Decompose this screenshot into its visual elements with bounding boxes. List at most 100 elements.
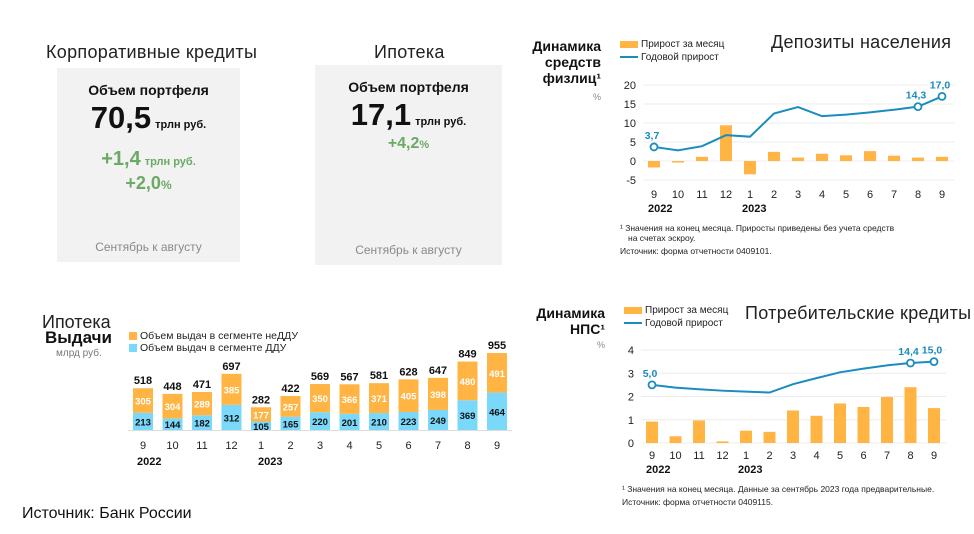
x-tick-label: 8 xyxy=(907,450,913,462)
x-tick-label: 8 xyxy=(915,189,921,201)
ddu-bar-segment xyxy=(487,392,507,430)
annual-growth-label: 17,0 xyxy=(930,79,951,91)
annual-growth-marker xyxy=(937,92,947,101)
monthly-growth-bar xyxy=(696,156,708,161)
x-tick-label: 7 xyxy=(884,450,890,462)
y-tick-label: 0 xyxy=(628,438,634,450)
deposits-legend: Прирост за месяц Годовой прирост xyxy=(620,39,724,63)
annual-growth-label: 15,0 xyxy=(922,345,943,357)
x-tick-label: 2 xyxy=(771,189,777,201)
x-tick-label: 6 xyxy=(860,450,866,462)
monthly-growth-bar xyxy=(904,387,917,443)
monthly-growth-bar xyxy=(716,441,729,443)
deposits-chart-title: Динамика средств физлиц¹ xyxy=(532,38,601,86)
legend-item-annual: Годовой прирост xyxy=(624,318,728,329)
ddu-value-label: 105 xyxy=(253,422,270,433)
ddu-value-label: 201 xyxy=(342,418,359,429)
year-label: 2022 xyxy=(137,456,161,468)
x-tick-label: 9 xyxy=(140,440,146,452)
total-value-label: 471 xyxy=(193,379,211,391)
annual-growth-label: 14,4 xyxy=(898,346,919,358)
ddu-value-label: 210 xyxy=(371,418,387,429)
annual-growth-label: 5,0 xyxy=(643,368,658,380)
issuance-section-title: Ипотека xyxy=(42,312,111,332)
source-note: Источник: форма отчетности 0409115. xyxy=(622,497,774,507)
monthly-growth-bar xyxy=(763,431,776,443)
monthly-growth-bar xyxy=(740,430,752,443)
non-ddu-bar-segment xyxy=(339,384,360,414)
non-ddu-bar-segment xyxy=(280,395,301,417)
non-ddu-bar-segment xyxy=(369,383,389,414)
ddu-bar-segment xyxy=(369,413,389,430)
x-tick-label: 11 xyxy=(196,440,207,452)
title-line: Динамика xyxy=(532,38,601,54)
x-tick-label: 9 xyxy=(649,450,655,462)
square-swatch-icon xyxy=(129,344,137,353)
portfolio-unit: трлн руб. xyxy=(415,116,467,128)
bar-swatch-icon xyxy=(620,40,638,48)
ddu-value-label: 369 xyxy=(460,411,476,422)
title-line: НПС¹ xyxy=(570,321,605,337)
x-tick-label: 3 xyxy=(795,189,801,201)
legend-label: Годовой прирост xyxy=(645,318,723,329)
x-tick-label: 7 xyxy=(891,189,897,201)
non-ddu-value-label: 371 xyxy=(371,394,388,405)
non-ddu-bar-segment xyxy=(428,377,448,410)
non-ddu-value-label: 366 xyxy=(342,395,358,406)
total-value-label: 569 xyxy=(311,371,329,383)
monthly-growth-bar xyxy=(864,151,876,161)
y-tick-label: 1 xyxy=(628,415,634,427)
delta-unit: трлн руб. xyxy=(144,156,196,168)
bar-swatch-icon xyxy=(624,306,642,314)
x-tick-label: 9 xyxy=(939,189,945,201)
pct-sign: % xyxy=(160,178,172,192)
nps-y-unit: % xyxy=(597,340,606,350)
portfolio-label: Объем портфеля xyxy=(88,82,209,98)
year-label: 2023 xyxy=(738,464,762,476)
ddu-bar-segment xyxy=(221,404,242,430)
deposits-section-title: Депозиты населения xyxy=(771,32,952,52)
total-value-label: 448 xyxy=(163,381,181,393)
legend-item-non-ddu: Объем выдач в сегменте неДДУ xyxy=(129,330,298,342)
year-label: 2023 xyxy=(742,203,766,215)
monthly-growth-bar xyxy=(744,161,756,175)
monthly-growth-bar xyxy=(857,406,870,443)
ddu-value-label: 312 xyxy=(224,413,240,424)
total-value-label: 697 xyxy=(222,361,240,373)
legend-item-annual: Годовой прирост xyxy=(620,52,724,63)
total-value-label: 849 xyxy=(458,349,476,361)
ddu-bar-segment xyxy=(339,413,360,430)
ddu-bar-segment xyxy=(398,412,419,430)
mortgage-title: Ипотека xyxy=(374,42,445,62)
ddu-value-label: 165 xyxy=(283,419,300,430)
x-tick-label: 5 xyxy=(843,189,849,201)
total-value-label: 628 xyxy=(399,366,417,378)
deposits-y-unit: % xyxy=(593,92,602,102)
period-label: Сентябрь к августу xyxy=(95,240,202,254)
ddu-value-label: 213 xyxy=(135,417,151,428)
ddu-value-label: 220 xyxy=(312,417,328,428)
line-swatch-icon xyxy=(624,322,642,325)
ddu-bar-segment xyxy=(192,415,212,430)
non-ddu-value-label: 350 xyxy=(312,394,328,405)
total-value-label: 581 xyxy=(370,370,388,382)
source-caption: Источник: Банк России xyxy=(22,505,192,522)
x-tick-label: 4 xyxy=(813,450,819,462)
title-line: физлиц¹ xyxy=(542,70,601,86)
non-ddu-bar-segment xyxy=(133,388,153,413)
monthly-growth-bar xyxy=(888,155,900,161)
y-tick-label: 4 xyxy=(628,345,634,357)
non-ddu-bar-segment xyxy=(398,379,419,413)
monthly-growth-bar xyxy=(787,410,799,443)
x-tick-label: 4 xyxy=(819,189,825,201)
portfolio-label: Объем портфеля xyxy=(348,79,469,95)
legend-item-monthly: Прирост за месяц xyxy=(624,305,728,316)
legend-label: Годовой прирост xyxy=(641,52,719,63)
x-tick-label: 5 xyxy=(837,450,843,462)
y-tick-label: 0 xyxy=(630,156,636,168)
monthly-growth-bar xyxy=(840,155,852,161)
non-ddu-value-label: 177 xyxy=(253,410,269,421)
non-ddu-bar-segment xyxy=(192,392,212,416)
y-tick-label: 10 xyxy=(624,118,636,130)
non-ddu-bar-segment xyxy=(251,407,271,422)
